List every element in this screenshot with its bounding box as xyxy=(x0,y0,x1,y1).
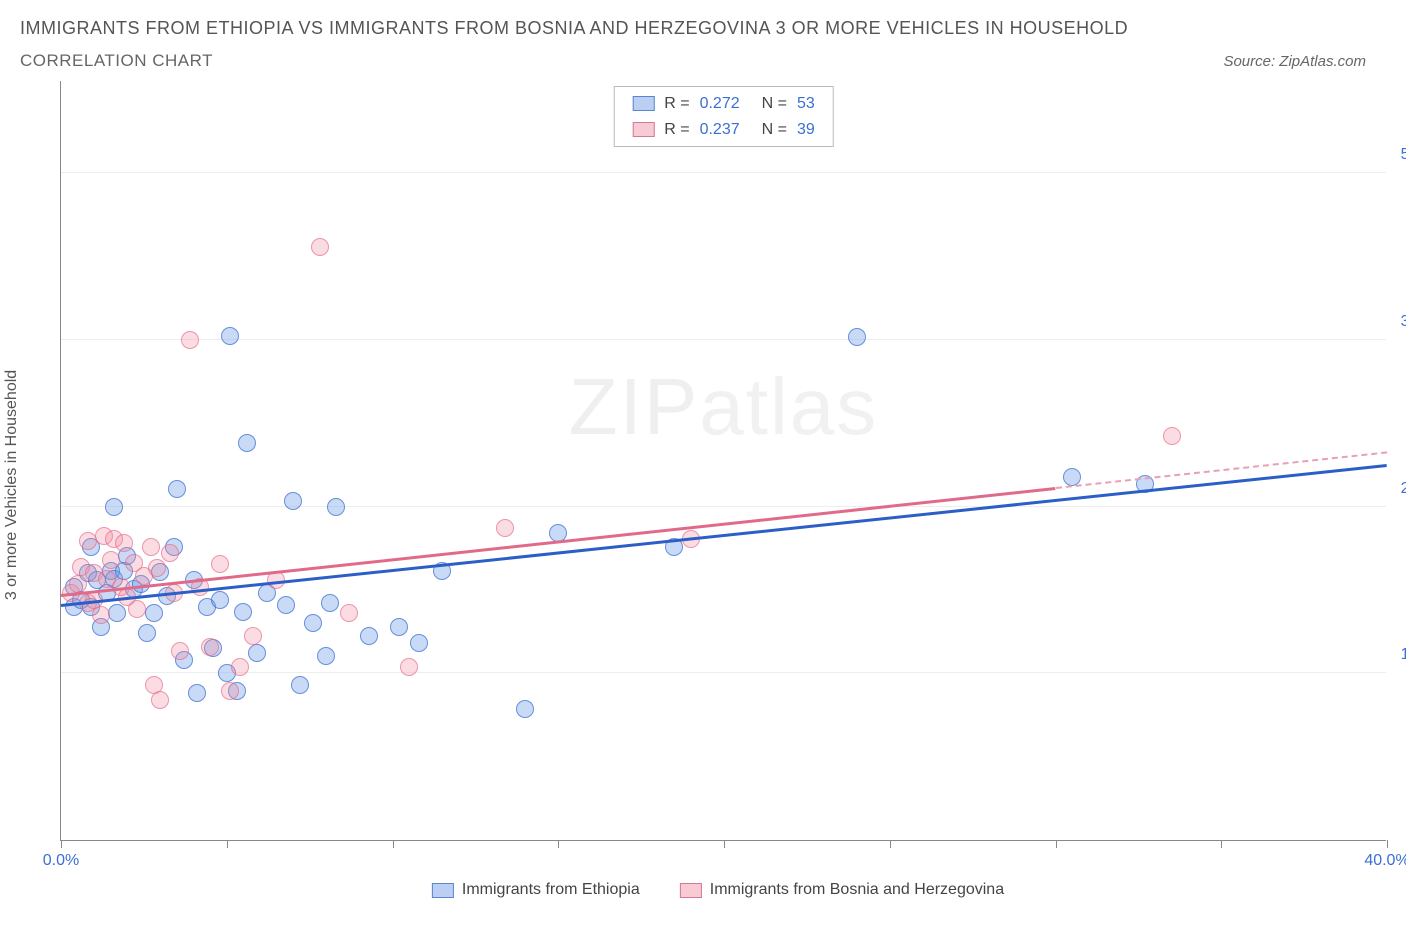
data-point xyxy=(69,575,87,593)
legend-series-item: Immigrants from Bosnia and Herzegovina xyxy=(680,881,1004,899)
trend-line xyxy=(61,487,1056,596)
legend-r-label: R = xyxy=(664,117,689,143)
data-point xyxy=(390,618,408,636)
data-point xyxy=(234,603,252,621)
data-point xyxy=(360,627,378,645)
data-point xyxy=(1163,427,1181,445)
data-point xyxy=(340,604,358,622)
data-point xyxy=(142,538,160,556)
x-tick xyxy=(1221,840,1222,848)
data-point xyxy=(244,627,262,645)
plot-area: ZIPatlas R = 0.272N = 53R = 0.237N = 39 … xyxy=(60,81,1386,841)
legend-swatch xyxy=(680,883,702,898)
legend-swatch xyxy=(632,96,654,111)
x-tick xyxy=(1387,840,1388,848)
gridline xyxy=(61,339,1386,340)
data-point xyxy=(151,691,169,709)
legend-series: Immigrants from Ethiopia Immigrants from … xyxy=(432,881,1004,899)
legend-series-label: Immigrants from Ethiopia xyxy=(462,881,640,899)
data-point xyxy=(181,331,199,349)
data-point xyxy=(161,544,179,562)
legend-n-value: 39 xyxy=(797,117,815,143)
data-point xyxy=(321,594,339,612)
legend-swatch xyxy=(432,883,454,898)
data-point xyxy=(145,604,163,622)
data-point xyxy=(92,606,110,624)
data-point xyxy=(168,480,186,498)
data-point xyxy=(516,700,534,718)
gridline xyxy=(61,672,1386,673)
data-point xyxy=(231,658,249,676)
legend-r-value: 0.272 xyxy=(700,91,740,117)
data-point xyxy=(102,551,120,569)
legend-series-item: Immigrants from Ethiopia xyxy=(432,881,640,899)
data-point xyxy=(108,604,126,622)
data-point xyxy=(311,238,329,256)
data-point xyxy=(317,647,335,665)
legend-series-label: Immigrants from Bosnia and Herzegovina xyxy=(710,881,1004,899)
y-tick-label: 12.5% xyxy=(1401,646,1406,664)
x-tick xyxy=(61,840,62,848)
data-point xyxy=(188,684,206,702)
data-point xyxy=(115,534,133,552)
x-tick xyxy=(890,840,891,848)
legend-r-label: R = xyxy=(664,91,689,117)
gridline xyxy=(61,506,1386,507)
data-point xyxy=(221,682,239,700)
y-axis-label: 3 or more Vehicles in Household xyxy=(3,370,21,600)
x-tick xyxy=(227,840,228,848)
data-point xyxy=(327,498,345,516)
chart-container: 3 or more Vehicles in Household ZIPatlas… xyxy=(50,81,1386,871)
data-point xyxy=(128,600,146,618)
page-subtitle: CORRELATION CHART xyxy=(20,51,213,71)
data-point xyxy=(171,642,189,660)
page-title: IMMIGRANTS FROM ETHIOPIA VS IMMIGRANTS F… xyxy=(20,18,1386,39)
source-label: Source: ZipAtlas.com xyxy=(1223,53,1386,70)
data-point xyxy=(496,519,514,537)
data-point xyxy=(277,596,295,614)
data-point xyxy=(221,327,239,345)
legend-stats: R = 0.272 N = 53 R = 0.237 N = 39 xyxy=(613,86,834,147)
x-tick xyxy=(1056,840,1057,848)
data-point xyxy=(238,434,256,452)
y-tick-label: 50.0% xyxy=(1401,146,1406,164)
x-tick xyxy=(724,840,725,848)
x-tick-label: 40.0% xyxy=(1364,852,1406,870)
data-point xyxy=(848,328,866,346)
data-point xyxy=(284,492,302,510)
legend-stat-row: R = 0.272 N = 53 xyxy=(632,91,815,117)
data-point xyxy=(291,676,309,694)
legend-swatch xyxy=(632,122,654,137)
legend-stat-row: R = 0.237 N = 39 xyxy=(632,117,815,143)
x-tick xyxy=(393,840,394,848)
legend-n-value: 53 xyxy=(797,91,815,117)
data-point xyxy=(201,638,219,656)
data-point xyxy=(211,555,229,573)
data-point xyxy=(304,614,322,632)
watermark: ZIPatlas xyxy=(569,361,878,453)
legend-n-label: N = xyxy=(762,117,787,143)
data-point xyxy=(105,498,123,516)
data-point xyxy=(400,658,418,676)
data-point xyxy=(211,591,229,609)
x-tick-label: 0.0% xyxy=(43,852,79,870)
legend-r-value: 0.237 xyxy=(700,117,740,143)
legend-n-label: N = xyxy=(762,91,787,117)
data-point xyxy=(248,644,266,662)
data-point xyxy=(148,559,166,577)
data-point xyxy=(79,532,97,550)
trend-line xyxy=(61,464,1387,606)
data-point xyxy=(410,634,428,652)
y-tick-label: 25.0% xyxy=(1401,480,1406,498)
y-tick-label: 37.5% xyxy=(1401,313,1406,331)
data-point xyxy=(138,624,156,642)
gridline xyxy=(61,172,1386,173)
x-tick xyxy=(558,840,559,848)
